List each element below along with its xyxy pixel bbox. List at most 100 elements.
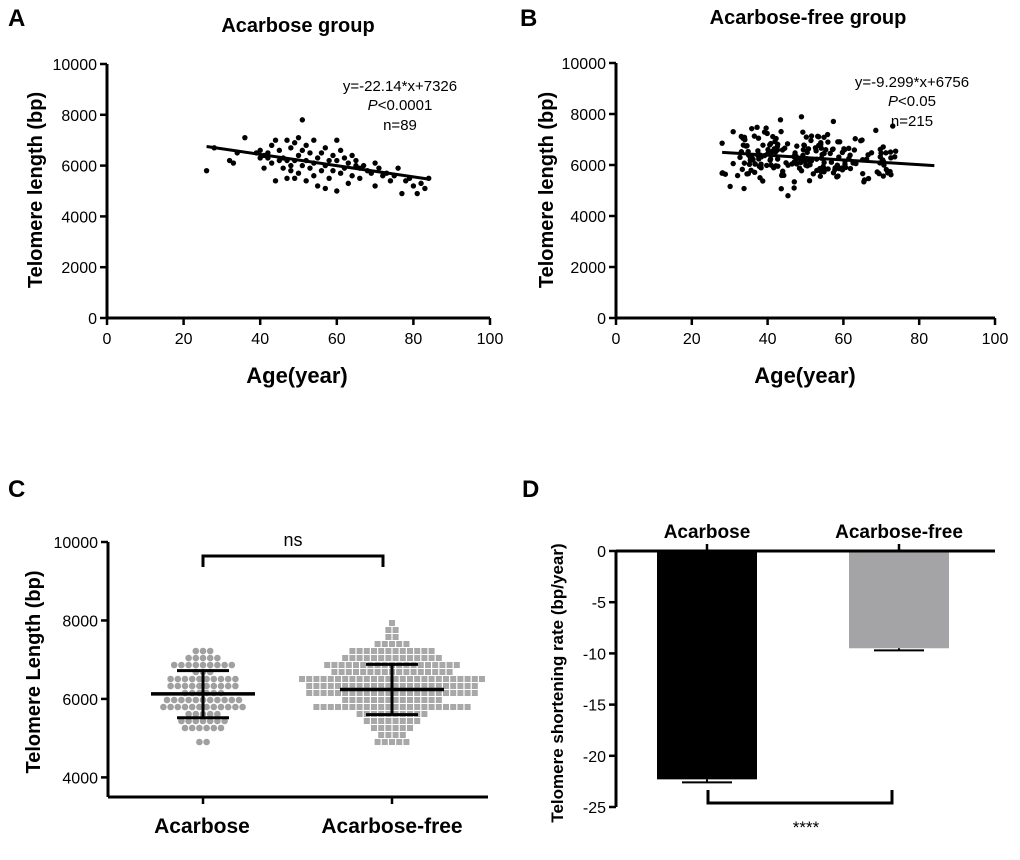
panel-c-category-acarbose: Acarbose [154, 815, 250, 838]
panel-b-data-point [865, 152, 871, 158]
panel-c-data-point [224, 675, 232, 683]
panel-c-data-point [178, 717, 185, 725]
panel-c-data-point [206, 661, 214, 669]
panel-c-data-point [471, 690, 478, 696]
panel-c-data-point [374, 641, 381, 647]
panel-c-data-point [385, 634, 392, 640]
panel-b-data-point [847, 165, 854, 172]
panel-c-y-tick-label: 4000 [62, 770, 98, 787]
panel-c-data-point [457, 704, 464, 710]
panel-b-data-point [804, 163, 811, 169]
panel-b-data-point [888, 171, 894, 178]
panel-c-data-point [320, 683, 327, 689]
panel-a-data-point [318, 167, 325, 174]
panel-a-data-point [311, 137, 317, 143]
panel-a-data-point [280, 165, 286, 171]
panel-c-data-point [443, 683, 449, 689]
panel-c-data-point [163, 696, 171, 704]
panel-a-y-tick-label: 8000 [61, 108, 97, 125]
panel-c: C Telomere Length (bp) 4000 6000 8000 10000… [8, 476, 488, 838]
panel-a-xlabel: Age(year) [246, 363, 347, 388]
panel-b-data-point [784, 141, 791, 147]
panel-b-data-point [785, 193, 791, 199]
panel-c-data-point [356, 683, 363, 689]
panel-a-data-point [399, 190, 405, 197]
panel-c-data-point [349, 697, 356, 703]
panel-c-data-point [371, 725, 377, 731]
panel-b-data-point [763, 125, 769, 131]
panel-b-data-point [821, 169, 827, 175]
panel-c-data-point [385, 718, 392, 724]
panel-c-data-point [203, 738, 210, 746]
panel-b-data-point [808, 137, 814, 144]
panel-c-data-point [214, 661, 221, 669]
panel-b-data-point [764, 130, 770, 137]
panel-b-y-tick-label: 4000 [570, 209, 606, 226]
panel-c-data-point [214, 717, 221, 725]
panel-c-data-point [471, 676, 478, 682]
panel-a-data-point [376, 165, 382, 171]
panel-c-data-point [196, 682, 203, 690]
panel-b-data-point [843, 164, 849, 171]
panel-c-data-point [435, 690, 442, 696]
panel-c-data-point [421, 697, 428, 703]
panel-b-y-tick-label: 2000 [570, 260, 606, 277]
panel-a-data-point [334, 137, 340, 143]
panel-a-regression-line [206, 145, 429, 181]
panel-c-data-point [407, 655, 413, 661]
panel-c-data-point [363, 690, 370, 696]
panel-c-data-point [403, 739, 410, 745]
panel-c-data-point [203, 675, 210, 683]
panel-b-data-point [859, 170, 866, 177]
panel-d-bar [849, 551, 949, 649]
panel-b-data-point [782, 145, 788, 151]
panel-c-letter: C [8, 476, 25, 503]
panel-c-data-point [396, 739, 403, 745]
panel-c-data-point [335, 676, 341, 682]
panel-c-data-point [378, 704, 385, 710]
panel-b-data-point [890, 123, 896, 129]
panel-c-data-point [378, 683, 385, 689]
panel-a-y-tick-label: 4000 [61, 209, 97, 226]
panel-c-data-point [392, 732, 399, 738]
panel-a-data-point [345, 180, 351, 187]
panel-b-data-point [730, 129, 736, 135]
panel-c-data-point [421, 683, 428, 689]
panel-d-y-tick-label: -20 [583, 749, 606, 766]
panel-b-p-number: <0.05 [898, 93, 936, 110]
panel-a-pvalue: P<0.0001 [368, 97, 433, 114]
panel-a-data-point [303, 142, 309, 148]
panel-b-x-tick-label: 60 [835, 331, 853, 348]
panel-c-data-point [192, 661, 200, 669]
panel-c-data-point [392, 704, 399, 710]
panel-c-data-point [414, 718, 421, 724]
panel-c-data-point [425, 662, 431, 668]
panel-b-data-point [825, 166, 831, 172]
panel-c-significance-bracket [201, 554, 385, 567]
panel-c-data-point [389, 739, 395, 745]
panel-c-data-point [435, 683, 442, 689]
panel-c-data-point [356, 648, 363, 654]
panel-b-data-point [767, 156, 774, 162]
panel-a-data-point [326, 175, 332, 181]
panel-a-data-point [268, 160, 275, 166]
panel-a-data-point [242, 134, 248, 141]
panel-a-data-point [299, 147, 306, 154]
panel-b-data-point [803, 134, 810, 140]
panel-c-data-point [392, 676, 399, 682]
panel-b-data-point [747, 157, 754, 164]
panel-c-data-point [421, 676, 428, 682]
panel-a-data-point [291, 140, 298, 146]
panel-c-data-point [353, 669, 359, 675]
panel-a-data-point [403, 178, 409, 184]
panel-c-data-point [342, 676, 349, 682]
panel-a-data-point [272, 178, 279, 184]
panel-c-data-point [192, 717, 200, 725]
panel-c-data-point [399, 648, 406, 654]
panel-a-x-tick-label: 0 [103, 331, 112, 348]
panel-a-p-italic: P [368, 97, 378, 114]
panel-a-data-point [341, 155, 348, 161]
panel-c-data-point [381, 669, 388, 675]
panel-c-data-point [371, 704, 377, 710]
panel-c-data-point [389, 620, 395, 626]
